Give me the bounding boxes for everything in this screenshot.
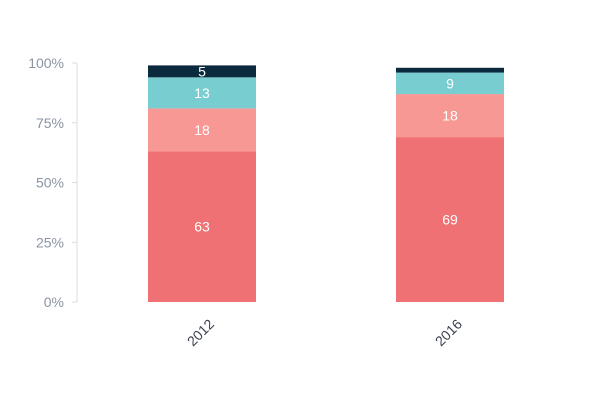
data-label: 69: [442, 212, 458, 228]
bar-segment: [396, 72, 504, 95]
bar-segment: [148, 151, 256, 302]
y-tick-label: 100%: [28, 55, 64, 71]
data-label: 13: [194, 85, 210, 101]
data-label: 18: [442, 108, 458, 124]
y-tick-label: 0%: [44, 294, 64, 310]
x-axis: 2012 2016: [184, 316, 465, 349]
y-axis: 0% 25% 50% 75% 100%: [28, 55, 78, 310]
data-label: 18: [194, 122, 210, 138]
data-label: 9: [446, 75, 454, 91]
bar-segment: [396, 94, 504, 138]
x-tick-label: 2012: [184, 316, 217, 349]
bars-group: 63 18 13 5 69 18 9: [148, 63, 504, 302]
bar-segment: [148, 77, 256, 109]
bar-segment: [396, 137, 504, 302]
bar-segment: [148, 108, 256, 152]
bar-segment: [396, 67, 504, 73]
y-tick-label: 50%: [36, 175, 64, 191]
y-tick-label: 75%: [36, 115, 64, 131]
data-label: 5: [198, 63, 206, 79]
x-tick-label: 2016: [432, 316, 465, 349]
data-label: 63: [194, 219, 210, 235]
bar-segment: [148, 65, 256, 78]
y-tick-label: 25%: [36, 234, 64, 250]
